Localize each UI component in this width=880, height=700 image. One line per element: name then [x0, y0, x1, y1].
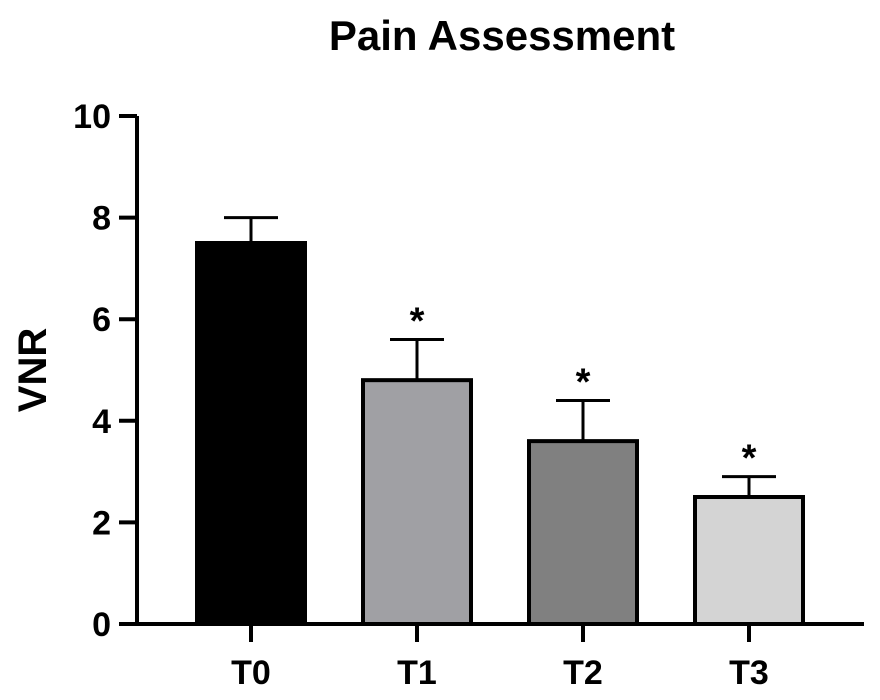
significance-marker: *: [576, 361, 591, 403]
y-tick-label: 0: [92, 606, 111, 644]
y-tick-label: 4: [92, 403, 111, 441]
y-tick-label: 2: [92, 504, 111, 542]
bar-t0: [195, 241, 307, 626]
x-tick-label: T2: [563, 654, 603, 692]
y-tick-label: 6: [92, 301, 111, 339]
y-axis-label: VNR: [11, 328, 55, 413]
bar-t1: [361, 378, 473, 626]
chart-title: Pain Assessment: [329, 12, 675, 59]
x-tick-label: T1: [397, 654, 437, 692]
bar-t2: [527, 439, 639, 626]
x-tick-label: T0: [231, 654, 271, 692]
significance-marker: *: [410, 301, 425, 343]
significance-marker: *: [742, 438, 757, 480]
bar-t3: [693, 495, 805, 626]
plot-area: 0 2 4 6 8 10 T0 T1 * T2 * T3 *: [73, 98, 864, 692]
y-tick-label: 8: [92, 200, 111, 238]
x-tick-label: T3: [729, 654, 769, 692]
y-tick-label: 10: [73, 98, 111, 136]
